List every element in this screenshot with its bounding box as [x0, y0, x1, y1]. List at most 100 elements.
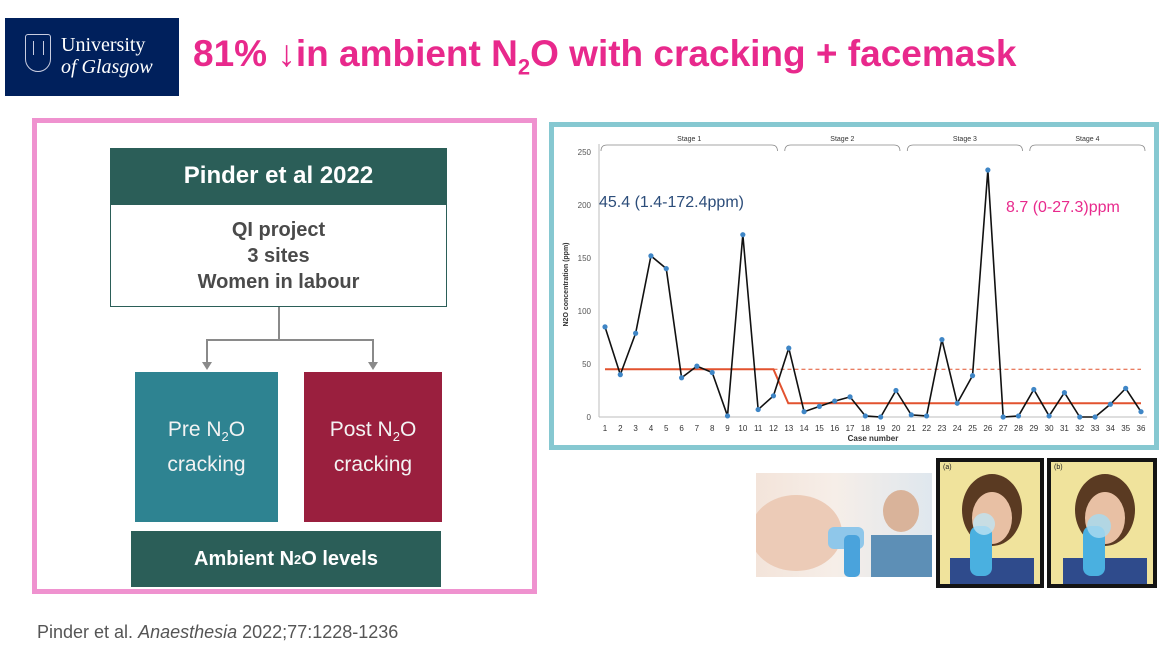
- data-point: [1077, 414, 1083, 420]
- data-point: [724, 413, 731, 419]
- data-point: [663, 266, 669, 272]
- x-tick-label: 34: [1106, 424, 1115, 433]
- data-point: [939, 337, 945, 343]
- flow-panel: [32, 118, 537, 594]
- data-point: [847, 394, 853, 400]
- x-tick-label: 32: [1075, 424, 1084, 433]
- data-point: [1000, 414, 1006, 420]
- data-point: [832, 398, 838, 404]
- citation: Pinder et al. Anaesthesia 2022;77:1228-1…: [37, 622, 399, 642]
- stage-label: Stage 2: [830, 136, 854, 143]
- x-tick-label: 5: [664, 424, 669, 433]
- y-tick-label: 200: [578, 201, 592, 210]
- stage-bracket: [600, 144, 778, 152]
- data-point: [816, 403, 822, 409]
- x-tick-label: 21: [907, 424, 916, 433]
- stage-bracket: [1029, 144, 1146, 152]
- data-point: [648, 253, 654, 259]
- x-tick-label: 11: [754, 424, 763, 433]
- y-tick-label: 0: [587, 413, 592, 422]
- data-point: [617, 372, 623, 378]
- stage-label: Stage 3: [953, 136, 977, 143]
- data-point: [862, 413, 868, 419]
- data-point: [1138, 409, 1144, 415]
- x-tick-label: 33: [1091, 424, 1100, 433]
- x-tick-label: 25: [968, 424, 977, 433]
- connector-line: [206, 339, 208, 363]
- chart-panel: 0 50 100 150 200 250 1 2 3 4 5 6 7 8 9 10 11 12 13 14 15 16 17…: [549, 122, 1159, 450]
- x-tick-label: 17: [846, 424, 855, 433]
- connector-line: [278, 307, 280, 339]
- x-axis-label: Case number: [848, 434, 899, 443]
- crest-icon: [25, 34, 51, 72]
- data-point: [770, 393, 777, 399]
- x-tick-label: 2: [618, 424, 623, 433]
- logo-text-glasgow: of Glasgow: [61, 56, 153, 78]
- data-point: [1046, 413, 1052, 419]
- y-tick-label: 250: [578, 148, 592, 157]
- y-tick-label: 150: [578, 254, 592, 263]
- data-point: [985, 167, 991, 173]
- x-tick-label: 12: [769, 424, 778, 433]
- x-tick-label: 36: [1137, 424, 1146, 433]
- study-title-box: Pinder et al 2022: [110, 148, 447, 204]
- data-point: [1092, 414, 1098, 420]
- x-tick-label: 19: [876, 424, 885, 433]
- y-tick-label: 100: [578, 307, 592, 316]
- x-tick-label: 24: [953, 424, 962, 433]
- data-point: [893, 387, 899, 394]
- median-line: [605, 368, 1141, 405]
- data-point: [801, 409, 807, 415]
- x-tick-label: 3: [633, 424, 638, 433]
- photo-facemask-b: (b): [1047, 458, 1157, 588]
- x-tick-label: 14: [800, 424, 809, 433]
- photo-label-b: (b): [1054, 464, 1063, 471]
- x-tick-label: 30: [1045, 424, 1054, 433]
- stage-label: Stage 1: [677, 136, 701, 143]
- y-tick-label: 50: [582, 360, 591, 369]
- annotation-post: 8.7 (0-27.3)ppm: [1006, 199, 1120, 216]
- photo-patient-inhaler: [756, 473, 932, 577]
- data-point: [678, 375, 685, 381]
- data-point: [694, 363, 700, 369]
- x-tick-label: 18: [861, 424, 870, 433]
- data-point: [954, 400, 960, 406]
- data-point: [878, 414, 884, 420]
- x-tick-label: 15: [815, 424, 824, 433]
- logo-text-university: University: [61, 34, 146, 56]
- arrow-down-icon: [368, 362, 378, 370]
- data-point: [755, 406, 761, 413]
- data-point: [969, 373, 976, 379]
- connector-line: [372, 339, 374, 363]
- connector-line: [206, 339, 373, 341]
- university-logo: University of Glasgow: [5, 18, 179, 96]
- x-tick-label: 20: [892, 424, 901, 433]
- pre-cracking-box: Pre N2O cracking: [135, 372, 278, 522]
- x-tick-label: 9: [725, 424, 730, 433]
- data-point: [908, 412, 914, 418]
- data-point: [633, 330, 639, 336]
- stage-label: Stage 4: [1075, 136, 1099, 143]
- x-tick-label: 35: [1121, 424, 1130, 433]
- x-tick-label: 31: [1060, 424, 1069, 433]
- data-point: [1123, 385, 1129, 391]
- x-tick-label: 22: [922, 424, 931, 433]
- data-point: [709, 369, 715, 376]
- x-tick-label: 27: [999, 424, 1008, 433]
- data-point: [786, 345, 792, 351]
- x-tick-label: 1: [603, 424, 608, 433]
- data-point: [1015, 413, 1022, 419]
- x-tick-label: 23: [937, 424, 946, 433]
- study-details-box: QI project 3 sites Women in labour: [110, 204, 447, 307]
- data-series-line: [604, 169, 1142, 418]
- x-tick-label: 28: [1014, 424, 1023, 433]
- stage-bracket: [784, 144, 901, 152]
- x-tick-label: 6: [679, 424, 684, 433]
- y-axis-label: N2O concentration (ppm): [563, 242, 570, 326]
- x-tick-label: 13: [784, 424, 793, 433]
- x-tick-label: 8: [710, 424, 715, 433]
- data-point: [740, 232, 746, 238]
- annotation-pre: 45.4 (1.4-172.4ppm): [599, 194, 744, 211]
